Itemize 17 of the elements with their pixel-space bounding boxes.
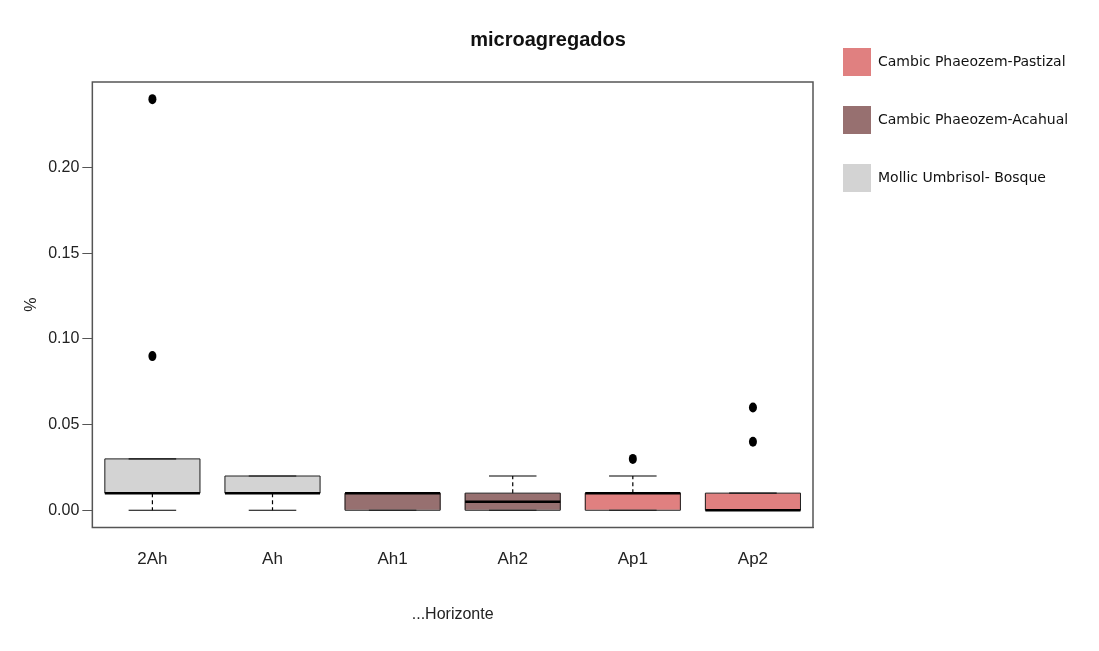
y-tick-label: 0.20 bbox=[48, 158, 80, 176]
x-axis-title: ...Horizonte bbox=[411, 604, 494, 622]
x-tick-label: Ah1 bbox=[377, 549, 408, 569]
legend-label: Cambic Phaeozem-Pastizal bbox=[878, 52, 1066, 69]
y-tick-label: 0.00 bbox=[48, 500, 80, 518]
y-tick-label: 0.15 bbox=[48, 243, 80, 261]
y-axis-title: % bbox=[22, 297, 40, 312]
legend-label: Cambic Phaeozem-Acahual bbox=[878, 110, 1069, 127]
x-tick-label: Ap2 bbox=[737, 549, 769, 569]
legend-label: Mollic Umbrisol- Bosque bbox=[878, 168, 1046, 185]
x-tick-label: Ap1 bbox=[617, 549, 648, 569]
y-tick-label: 0.10 bbox=[48, 329, 80, 347]
x-tick-label: 2Ah bbox=[137, 549, 168, 569]
y-tick-label: 0.05 bbox=[48, 415, 80, 433]
chart-title: microagregados bbox=[470, 27, 626, 50]
x-tick-label: Ah bbox=[262, 549, 283, 569]
x-tick-label: Ah2 bbox=[497, 549, 528, 569]
